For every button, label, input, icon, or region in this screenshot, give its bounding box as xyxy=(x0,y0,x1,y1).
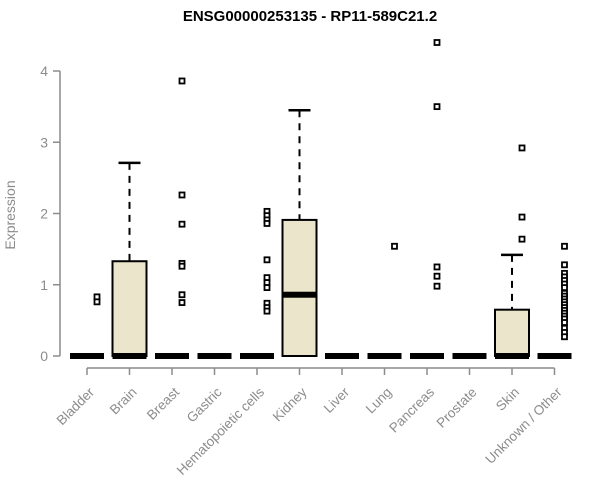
outlier-unknown-other-20 xyxy=(561,333,568,341)
x-tick-label-liver: Liver xyxy=(321,384,353,416)
box-skin xyxy=(494,308,530,357)
box-collapsed-lung xyxy=(367,353,402,359)
outlier-breast-0 xyxy=(178,77,186,85)
box-collapsed-prostate xyxy=(452,353,487,359)
outlier-bladder-1 xyxy=(93,298,101,306)
y-tick-label-2: 2 xyxy=(40,206,48,222)
outlier-unknown-other-1 xyxy=(561,261,568,269)
x-tick-label-gastric: Gastric xyxy=(184,384,225,425)
median-skin xyxy=(495,353,529,359)
outlier-skin-2 xyxy=(518,235,526,243)
x-tick-label-prostate: Prostate xyxy=(433,385,479,431)
x-tick-label-skin: Skin xyxy=(493,385,522,414)
outlier-unknown-other-6 xyxy=(561,284,568,292)
y-tick-label-1: 1 xyxy=(40,277,48,293)
outlier-unknown-other-17 xyxy=(561,319,568,326)
outlier-pancreas-0 xyxy=(433,39,441,46)
x-tick-label-pancreas: Pancreas xyxy=(386,384,437,435)
outlier-pancreas-4 xyxy=(433,282,441,290)
outlier-breast-4 xyxy=(178,262,186,270)
box-brain xyxy=(111,260,148,357)
box-collapsed-pancreas xyxy=(410,353,444,359)
outlier-breast-5 xyxy=(178,291,186,299)
box-collapsed-gastric xyxy=(197,353,232,359)
box-kidney xyxy=(281,218,318,357)
x-tick-label-breast: Breast xyxy=(144,384,182,422)
y-tick-label-0: 0 xyxy=(40,348,48,364)
x-tick-label-unknown-other: Unknown / Other xyxy=(482,384,565,467)
outlier-hematopoietic-cells-3 xyxy=(263,220,271,227)
outlier-breast-2 xyxy=(178,220,186,228)
outlier-skin-0 xyxy=(518,144,526,152)
outlier-pancreas-2 xyxy=(433,263,441,271)
outlier-pancreas-3 xyxy=(433,272,441,280)
box-collapsed-bladder xyxy=(70,353,104,359)
outlier-hematopoietic-cells-4 xyxy=(263,256,271,264)
outlier-unknown-other-0 xyxy=(561,242,568,250)
box-collapsed-unknown-other xyxy=(537,353,572,359)
median-kidney xyxy=(282,291,317,298)
x-tick-label-brain: Brain xyxy=(107,385,140,418)
outlier-lung-0 xyxy=(391,242,398,250)
box-collapsed-hematopoietic-cells xyxy=(240,353,274,359)
outlier-pancreas-1 xyxy=(433,103,441,111)
outlier-skin-1 xyxy=(518,213,526,221)
x-tick-label-lung: Lung xyxy=(363,385,395,417)
y-tick-label-4: 4 xyxy=(40,63,48,79)
x-tick-label-kidney: Kidney xyxy=(270,384,310,424)
outlier-breast-6 xyxy=(178,299,186,306)
chart-title: ENSG00000253135 - RP11-589C21.2 xyxy=(182,8,438,25)
outlier-hematopoietic-cells-7 xyxy=(263,284,271,292)
box-collapsed-liver xyxy=(325,353,359,359)
y-tick-label-3: 3 xyxy=(40,134,48,150)
median-brain xyxy=(112,353,147,359)
outlier-hematopoietic-cells-10 xyxy=(263,307,271,315)
box-collapsed-breast xyxy=(155,353,189,359)
x-tick-label-bladder: Bladder xyxy=(54,384,98,428)
outlier-breast-1 xyxy=(178,191,186,199)
